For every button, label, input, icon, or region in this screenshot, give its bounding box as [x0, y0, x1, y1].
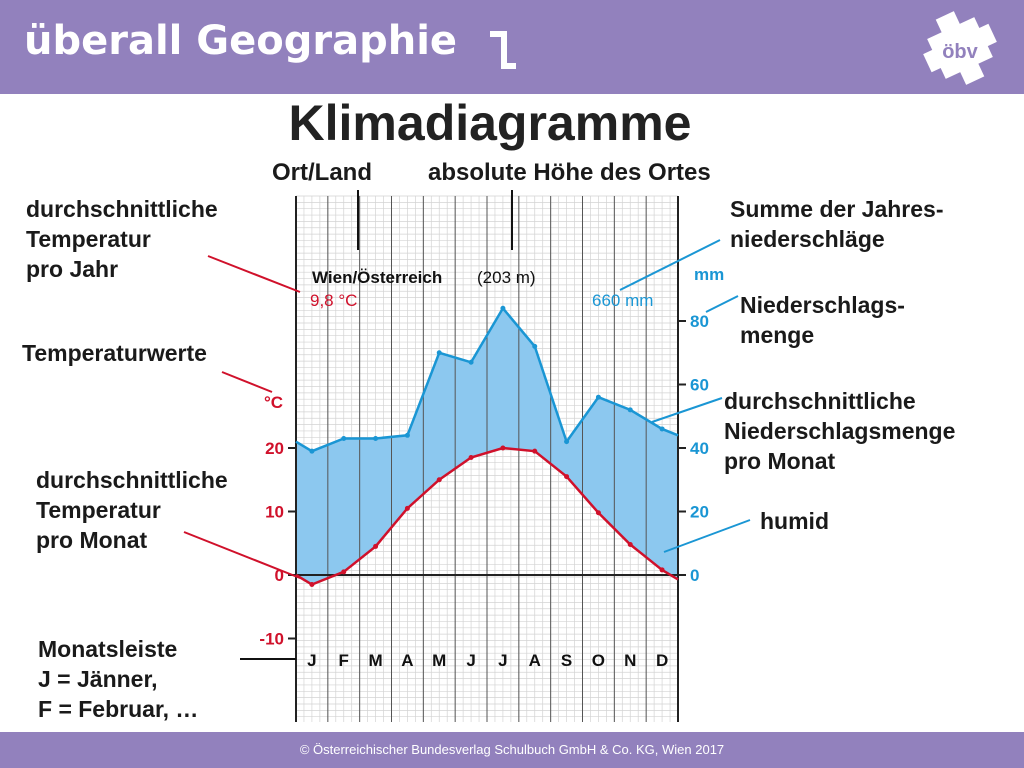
logo-text: öbv	[942, 41, 978, 63]
pointer-menge	[705, 295, 739, 313]
label-ort-land: Ort/Land	[272, 159, 372, 186]
temp-tick-label: 10	[265, 503, 284, 522]
label-monatsleiste: Monatsleiste J = Jänner, F = Februar, …	[38, 636, 199, 722]
location-label: Wien/Österreich	[312, 268, 442, 287]
temperature-point	[532, 448, 538, 454]
precip-unit-label: mm	[694, 265, 724, 284]
month-label: F	[339, 651, 349, 670]
pointer-humid	[663, 519, 751, 553]
month-label: J	[466, 651, 475, 670]
precip-tick-label: 60	[690, 376, 709, 395]
month-label: N	[624, 651, 636, 670]
brand-bracket-icon	[490, 31, 516, 69]
temperature-point	[468, 455, 474, 461]
axis-labels: 20 10 0 -10 80 60 40 20 0	[259, 312, 709, 649]
oebv-logo: öbv	[923, 11, 997, 85]
temperature-point	[595, 510, 601, 516]
temperature-point	[309, 582, 315, 588]
temperature-line	[295, 446, 679, 586]
precip-tick-label: 80	[690, 312, 709, 331]
temperature-point	[659, 567, 665, 573]
temperature-point	[404, 505, 410, 511]
month-label: J	[498, 651, 507, 670]
label-temp-year: durchschnittliche Temperatur pro Jahr	[26, 196, 218, 282]
temperature-point	[341, 569, 347, 575]
annual-temp-label: 9,8 °C	[310, 291, 357, 310]
pointer-temp-month	[183, 531, 301, 579]
precipitation-line	[295, 306, 679, 453]
header-bar: überall Geographie öbv	[0, 0, 1024, 94]
temp-tick-label: -10	[259, 630, 284, 649]
pointer-nied-monat	[651, 397, 723, 423]
label-niederschlagsmenge: Niederschlags-menge	[740, 292, 905, 348]
precipitation-point	[627, 407, 633, 413]
brand-title: überall Geographie	[24, 18, 458, 64]
month-label: J	[307, 651, 316, 670]
label-nied-monat: durchschnittliche Niederschlagsmenge pro M…	[724, 388, 956, 474]
precipitation-point	[500, 305, 506, 311]
temp-tick-label: 20	[265, 439, 284, 458]
label-temp-month: durchschnittliche Temperatur pro Monat	[36, 467, 228, 553]
altitude-label: (203 m)	[477, 268, 536, 287]
precip-tick-label: 20	[690, 503, 709, 522]
precipitation-point	[436, 350, 442, 356]
precipitation-point	[595, 394, 601, 400]
label-temperaturwerte: Temperaturwerte	[22, 340, 207, 366]
month-label: A	[529, 651, 541, 670]
month-label: M	[432, 651, 446, 670]
precip-tick-label: 0	[690, 566, 699, 585]
month-label: D	[656, 651, 668, 670]
footer: © Österreichischer Bundesverlag Schulbuc…	[0, 732, 1024, 768]
precipitation-point	[309, 448, 315, 454]
precip-tick-label: 40	[690, 439, 709, 458]
precipitation-point	[468, 359, 474, 365]
data-points	[309, 305, 665, 588]
precipitation-point	[564, 439, 570, 445]
temp-tick-label: 0	[275, 566, 284, 585]
precipitation-point	[659, 426, 665, 432]
pointer-summe	[619, 239, 721, 291]
month-label: O	[592, 651, 605, 670]
pointer-temp-year	[207, 255, 301, 293]
precipitation-point	[532, 343, 538, 349]
precipitation-point	[404, 432, 410, 438]
pointer-temperaturwerte	[221, 371, 273, 393]
temperature-point	[627, 542, 633, 548]
label-summe-niederschlag: Summe der Jahres-niederschläge	[730, 196, 944, 252]
annual-precip-label: 660 mm	[592, 291, 653, 310]
precipitation-point	[341, 435, 347, 441]
temperature-point	[373, 543, 379, 549]
month-label: A	[401, 651, 413, 670]
page-title: Klimadiagramme	[288, 95, 692, 151]
label-hoehe: absolute Höhe des Ortes	[428, 159, 711, 186]
temperature-point	[500, 445, 506, 451]
temp-unit-label: °C	[264, 393, 283, 412]
month-lines	[327, 196, 647, 722]
label-humid: humid	[760, 508, 829, 534]
temperature-point	[564, 474, 570, 480]
month-label: M	[368, 651, 382, 670]
month-label: S	[561, 651, 572, 670]
temperature-point	[436, 477, 442, 483]
precipitation-point	[373, 435, 379, 441]
